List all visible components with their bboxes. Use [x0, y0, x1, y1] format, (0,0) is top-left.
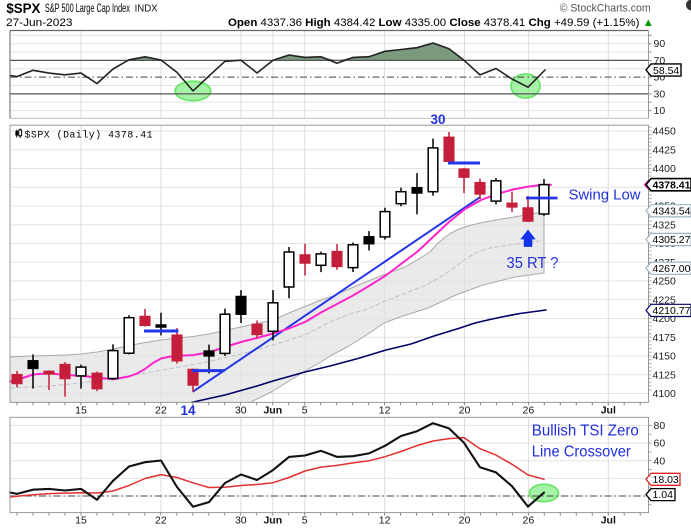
svg-text:27-Jun-2023: 27-Jun-2023: [6, 17, 73, 29]
svg-text:14: 14: [180, 403, 196, 418]
svg-text:22: 22: [155, 515, 167, 527]
svg-text:26: 26: [523, 515, 535, 527]
svg-text:4150: 4150: [653, 351, 677, 363]
svg-text:4175: 4175: [653, 332, 677, 344]
svg-text:80: 80: [654, 420, 666, 432]
svg-text:12: 12: [379, 405, 391, 417]
svg-text:4210.77: 4210.77: [653, 305, 691, 317]
svg-text:INDX: INDX: [135, 4, 158, 15]
svg-text:Jul: Jul: [601, 405, 616, 417]
svg-text:4450: 4450: [653, 126, 677, 138]
svg-text:4305.27: 4305.27: [653, 234, 691, 246]
svg-text:15: 15: [75, 405, 87, 417]
svg-text:70: 70: [654, 55, 666, 67]
svg-text:26: 26: [523, 405, 535, 417]
svg-text:1.04: 1.04: [653, 489, 674, 501]
svg-text:20: 20: [459, 405, 471, 417]
svg-text:Jun: Jun: [263, 405, 282, 417]
svg-text:S&P 500 Large Cap Index: S&P 500 Large Cap Index: [45, 3, 130, 15]
svg-text:58.54: 58.54: [653, 65, 679, 77]
svg-text:Jun: Jun: [263, 515, 282, 527]
svg-text:4125: 4125: [653, 369, 677, 381]
svg-text:5: 5: [302, 405, 308, 417]
svg-text:$SPX: $SPX: [6, 1, 40, 16]
svg-text:30: 30: [430, 112, 445, 127]
svg-text:Open 4337.36 High 4384.42 Low: Open 4337.36 High 4384.42 Low 4335.00 Cl…: [228, 17, 654, 29]
svg-text:4267.00: 4267.00: [653, 263, 691, 275]
svg-text:90: 90: [654, 38, 666, 50]
svg-text:35 RT ?: 35 RT ?: [507, 255, 559, 272]
svg-text:4250: 4250: [653, 276, 677, 288]
svg-text:20: 20: [459, 515, 471, 527]
svg-text:10: 10: [654, 105, 666, 117]
svg-text:4325: 4325: [653, 219, 677, 231]
svg-text:22: 22: [155, 405, 167, 417]
svg-text:4343.54: 4343.54: [653, 206, 691, 218]
svg-text:12: 12: [379, 515, 391, 527]
svg-text:60: 60: [654, 438, 666, 450]
svg-text:Swing Low: Swing Low: [569, 187, 641, 204]
svg-text:$SPX (Daily) 4378.41: $SPX (Daily) 4378.41: [25, 130, 154, 141]
svg-text:5: 5: [302, 515, 308, 527]
svg-text:4100: 4100: [653, 388, 677, 400]
svg-text:18.03: 18.03: [653, 474, 679, 486]
svg-text:30: 30: [235, 515, 247, 527]
svg-text:50: 50: [654, 72, 666, 84]
svg-text:© StockCharts.com: © StockCharts.com: [560, 3, 651, 15]
svg-text:40: 40: [654, 455, 666, 467]
svg-text:Line Crossover: Line Crossover: [532, 444, 631, 461]
svg-text:30: 30: [235, 405, 247, 417]
svg-text:Bullish TSI Zero: Bullish TSI Zero: [532, 423, 639, 440]
svg-text:15: 15: [75, 515, 87, 527]
svg-text:4378.41: 4378.41: [653, 179, 691, 191]
svg-text:4400: 4400: [653, 163, 677, 175]
svg-text:30: 30: [654, 88, 666, 100]
svg-text:4425: 4425: [653, 144, 677, 156]
svg-text:4225: 4225: [653, 294, 677, 306]
svg-text:Jul: Jul: [601, 515, 616, 527]
